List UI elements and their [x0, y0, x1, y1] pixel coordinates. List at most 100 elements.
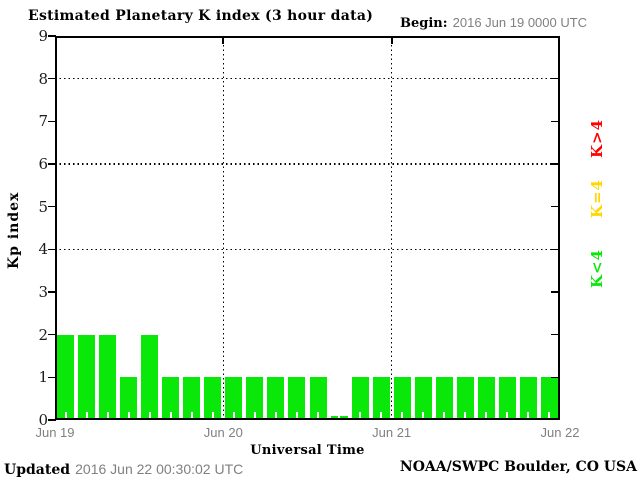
- interval-tick: [464, 412, 467, 420]
- kp-bar: [162, 377, 180, 420]
- interval-tick: [85, 412, 88, 420]
- kp-bar: [414, 377, 432, 420]
- interval-tick: [401, 412, 404, 420]
- y-axis-title: Kp index: [6, 191, 22, 269]
- y-tick: [48, 120, 56, 123]
- y-tick-label: 0: [38, 411, 48, 429]
- interval-tick: [253, 412, 256, 420]
- interval-tick: [527, 412, 530, 420]
- kp-bar: [309, 377, 327, 420]
- x-tick-label: Jun 19: [35, 425, 75, 440]
- interval-tick: [64, 412, 67, 420]
- interval-tick: [485, 412, 488, 420]
- y-tick-label: 7: [38, 112, 48, 131]
- kp-bar: [267, 377, 285, 420]
- y-tick: [48, 291, 56, 293]
- interval-tick: [211, 412, 214, 420]
- y-tick: [48, 248, 56, 251]
- kp-bar: [204, 377, 222, 420]
- day-boundary-top-tick: [390, 36, 393, 44]
- y-tick: [48, 205, 56, 208]
- y-tick: [48, 333, 56, 336]
- kp-bar: [141, 334, 159, 420]
- updated-caption: Updated 2016 Jun 22 00:30:02 UTC: [4, 459, 243, 478]
- kp-bar: [78, 334, 96, 420]
- plot-area: [55, 36, 560, 420]
- x-axis-title: Universal Time: [250, 443, 365, 458]
- y-tick: [48, 376, 56, 379]
- interval-tick: [106, 412, 109, 420]
- interval-tick: [274, 412, 277, 420]
- y-tick-right: [551, 333, 559, 336]
- y-tick-right: [551, 291, 559, 293]
- y-tick-label: 3: [38, 283, 48, 301]
- interval-tick: [422, 412, 425, 420]
- y-tick-label: 1: [38, 368, 48, 387]
- kp-bar: [540, 377, 558, 420]
- y-tick-right: [551, 248, 559, 251]
- y-tick-label: 2: [38, 325, 48, 344]
- kp-bar: [183, 377, 201, 420]
- legend-item-k-eq-4: K=4: [588, 178, 606, 218]
- y-tick-right: [551, 120, 559, 123]
- legend-item-k-gt-4: K>4: [588, 118, 606, 158]
- interval-tick: [506, 412, 509, 420]
- interval-tick: [338, 412, 341, 420]
- kp-bar: [57, 334, 75, 420]
- interval-tick: [148, 412, 151, 420]
- source-credit: NOAA/SWPC Boulder, CO USA: [399, 459, 637, 475]
- day-boundary-line: [390, 36, 393, 420]
- y-tick-right: [551, 77, 559, 80]
- kp-bar: [477, 377, 495, 420]
- kp-bar: [246, 377, 264, 420]
- chart-title: Estimated Planetary K index (3 hour data…: [28, 8, 374, 24]
- y-tick-label: 5: [38, 197, 48, 216]
- y-tick: [48, 419, 56, 421]
- interval-tick: [127, 412, 130, 420]
- kp-bar: [393, 377, 411, 420]
- interval-tick: [232, 412, 235, 420]
- kp-bar: [99, 334, 117, 420]
- kp-bar: [120, 377, 138, 420]
- interval-tick: [359, 412, 362, 420]
- y-tick-label: 9: [38, 27, 48, 45]
- begin-caption: Begin: 2016 Jun 19 0000 UTC: [400, 12, 587, 31]
- x-tick-label: Jun 22: [540, 425, 580, 440]
- gridline-y-4: [55, 248, 560, 251]
- updated-value: 2016 Jun 22 00:30:02 UTC: [75, 461, 244, 477]
- interval-tick: [295, 412, 298, 420]
- y-tick: [48, 77, 56, 80]
- day-boundary-top-tick: [222, 36, 225, 44]
- gridline-y-6: [55, 163, 560, 165]
- x-tick-label: Jun 21: [372, 425, 412, 440]
- kp-bar: [351, 377, 369, 420]
- begin-value: 2016 Jun 19 0000 UTC: [452, 15, 588, 30]
- interval-tick: [190, 412, 193, 420]
- interval-tick: [443, 412, 446, 420]
- kp-bar: [456, 377, 474, 420]
- y-tick-right: [551, 205, 559, 208]
- kp-bar: [519, 377, 537, 420]
- interval-tick: [380, 412, 383, 420]
- kp-bar: [225, 377, 243, 420]
- interval-tick: [548, 412, 551, 420]
- y-tick-label: 6: [38, 155, 48, 173]
- day-boundary-line: [222, 36, 225, 420]
- y-tick-right: [551, 376, 559, 379]
- updated-label: Updated: [4, 462, 71, 478]
- kp-bar: [498, 377, 516, 420]
- y-tick-label: 8: [38, 69, 48, 88]
- interval-tick: [169, 412, 172, 420]
- legend-item-k-lt-4: K<4: [588, 248, 606, 288]
- y-tick-right: [551, 163, 559, 165]
- kp-bar: [435, 377, 453, 420]
- gridline-y-8: [55, 77, 560, 80]
- plot-frame: [55, 36, 560, 420]
- interval-tick: [317, 412, 320, 420]
- y-tick-label: 4: [38, 240, 48, 259]
- kp-bar: [372, 377, 390, 420]
- y-tick: [48, 35, 56, 37]
- x-tick-label: Jun 20: [203, 425, 243, 440]
- y-tick: [48, 163, 56, 165]
